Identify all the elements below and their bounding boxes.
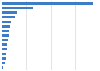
Bar xyxy=(2,57,6,60)
Bar xyxy=(2,43,7,46)
Bar xyxy=(2,62,5,64)
Bar xyxy=(2,16,15,18)
Bar xyxy=(2,25,10,28)
Bar xyxy=(2,66,3,69)
Bar xyxy=(2,7,32,9)
Bar xyxy=(2,21,11,23)
Bar xyxy=(2,30,9,32)
Bar xyxy=(2,53,6,55)
Bar xyxy=(2,34,9,37)
Bar xyxy=(2,48,7,50)
Bar xyxy=(2,39,8,41)
Bar xyxy=(2,11,17,14)
Bar xyxy=(2,2,93,5)
